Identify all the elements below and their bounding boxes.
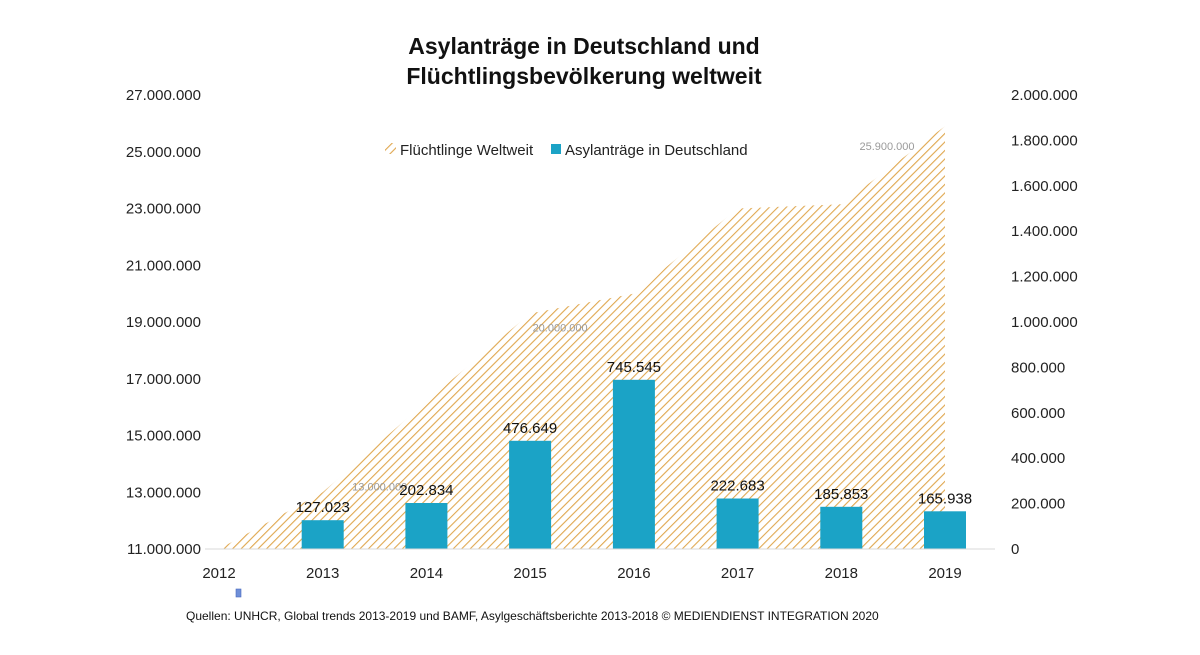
right-tick-label: 1.600.000	[1011, 178, 1078, 195]
x-tick-label-2016: 2016	[617, 565, 650, 582]
x-tick-label-2015: 2015	[513, 565, 546, 582]
x-tick-label-2012: 2012	[202, 565, 235, 582]
area-series-refugees-worldwide	[219, 126, 945, 549]
bar-label-2018: 185.853	[814, 486, 868, 503]
right-tick-label: 1.800.000	[1011, 132, 1078, 149]
bar-label-2016: 745.545	[607, 359, 661, 376]
chart-title-line-2: Flüchtlingsbevölkerung weltweit	[406, 63, 762, 89]
legend-swatch-asylum-applications	[551, 144, 561, 154]
x-axis-ticks: 2012 2013 2014 2015 2016 2017 2018 2019	[202, 565, 961, 582]
right-tick-label: 1.200.000	[1011, 269, 1078, 286]
bar-label-2019: 165.938	[918, 490, 972, 507]
left-tick-label: 21.000.000	[126, 257, 201, 274]
x-tick-label-2013: 2013	[306, 565, 339, 582]
bar-label-2013: 127.023	[296, 499, 350, 516]
left-axis-ticks: 11.000.000 13.000.000 15.000.000 17.000.000…	[126, 87, 201, 558]
bar-2014	[405, 503, 448, 549]
bar-2019	[924, 511, 966, 549]
right-tick-label: 2.000.000	[1011, 87, 1078, 104]
bar-2016	[612, 379, 655, 549]
right-tick-label: 0	[1011, 541, 1019, 558]
area-annotation-2015: 20.000.000	[533, 323, 588, 335]
left-tick-label: 17.000.000	[126, 371, 201, 388]
right-tick-label: 1.400.000	[1011, 223, 1078, 240]
right-tick-label: 1.000.000	[1011, 314, 1078, 331]
x-tick-label-2018: 2018	[825, 565, 858, 582]
bar-2015	[509, 440, 552, 549]
source-note: Quellen: UNHCR, Global trends 2013-2019 …	[186, 609, 879, 623]
legend-swatch-refugees-worldwide	[385, 143, 396, 154]
bar-2018	[820, 506, 863, 549]
left-tick-label: 11.000.000	[127, 541, 201, 558]
legend: Flüchtlinge Weltweit Asylanträge in Deut…	[385, 142, 748, 159]
bar-data-labels: 127.023 202.834 476.649 745.545 222.683 185.8…	[296, 359, 973, 516]
x-tick-label-2017: 2017	[721, 565, 754, 582]
area-shape-refugees-worldwide	[219, 126, 945, 549]
right-tick-label: 600.000	[1011, 405, 1065, 422]
small-marker-icon	[235, 588, 242, 598]
area-annotation-2019: 25.900.000	[859, 141, 914, 153]
left-tick-label: 13.000.000	[126, 484, 201, 501]
bar-2017	[716, 498, 759, 549]
right-tick-label: 400.000	[1011, 450, 1065, 467]
left-tick-label: 27.000.000	[126, 87, 201, 104]
right-tick-label: 800.000	[1011, 359, 1065, 376]
x-tick-label-2019: 2019	[928, 565, 961, 582]
legend-label-refugees-worldwide: Flüchtlinge Weltweit	[400, 142, 534, 159]
right-axis-ticks: 0 200.000 400.000 600.000 800.000 1.000.000 1.…	[1011, 87, 1078, 558]
area-annotations: 13.000.000 20.000.000 25.900.000	[352, 141, 914, 493]
legend-label-asylum-applications: Asylanträge in Deutschland	[565, 142, 748, 159]
x-tick-label-2014: 2014	[410, 565, 443, 582]
bar-label-2015: 476.649	[503, 420, 557, 437]
left-tick-label: 25.000.000	[126, 144, 201, 161]
bar-2013	[301, 520, 344, 549]
chart-title-line-1: Asylanträge in Deutschland und	[408, 33, 759, 59]
left-tick-label: 15.000.000	[126, 428, 201, 445]
bar-label-2014: 202.834	[399, 482, 453, 499]
bar-label-2017: 222.683	[710, 478, 764, 495]
area-annotation-2013: 13.000.000	[352, 481, 407, 493]
bar-series-asylum-applications	[301, 379, 966, 549]
left-tick-label: 19.000.000	[126, 314, 201, 331]
left-tick-label: 23.000.000	[126, 201, 201, 218]
right-tick-label: 200.000	[1011, 496, 1065, 513]
